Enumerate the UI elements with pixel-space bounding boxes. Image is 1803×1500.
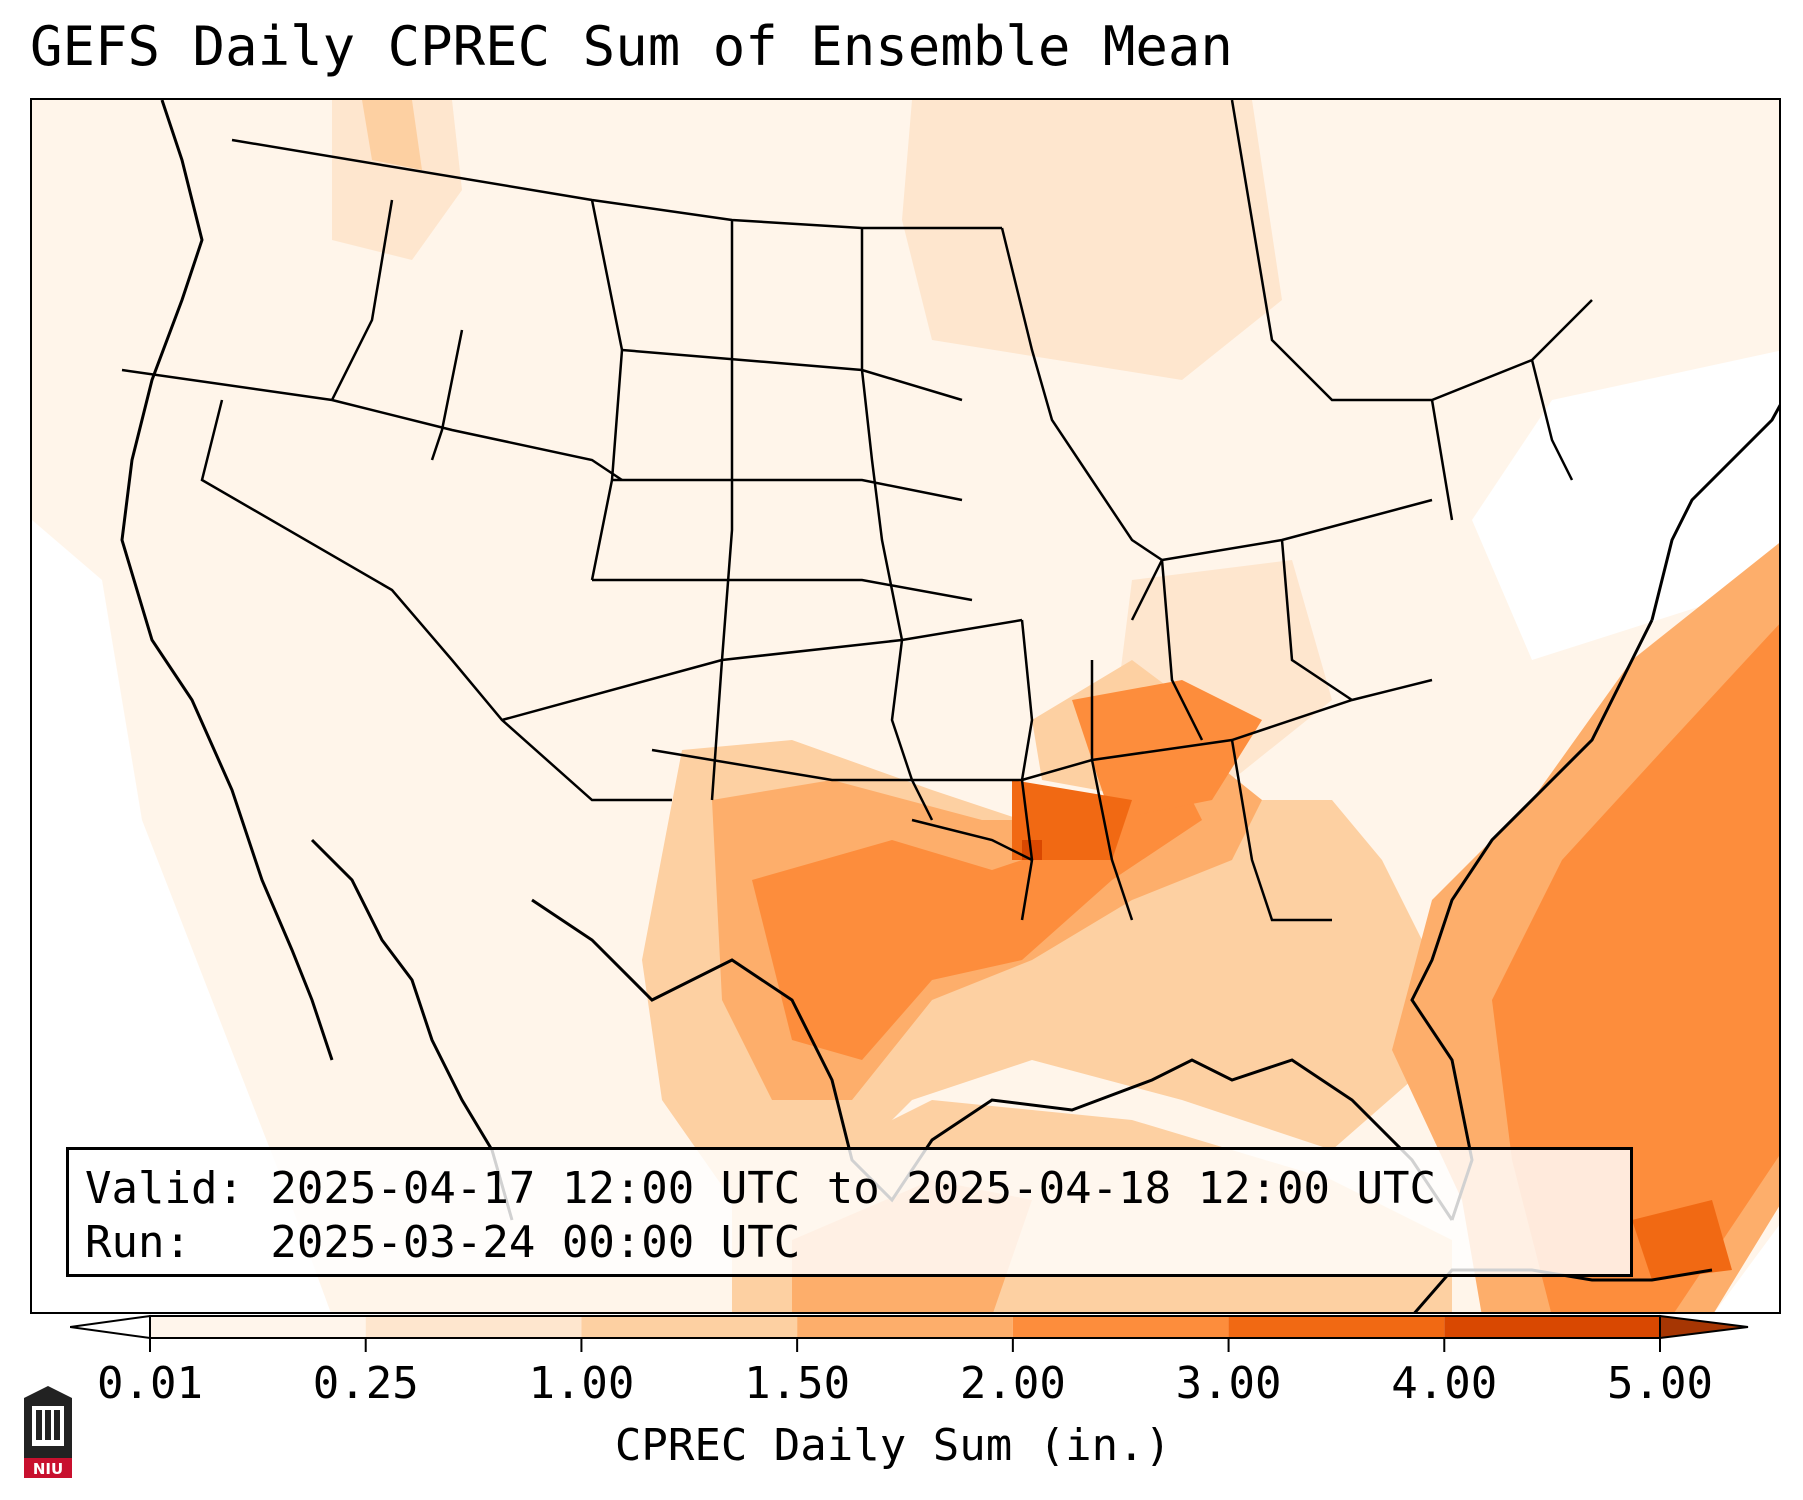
run-time-text: Run: 2025-03-24 00:00 UTC xyxy=(85,1217,801,1268)
colorbar-segment xyxy=(1444,1316,1660,1338)
colorbar-segment xyxy=(797,1316,1013,1338)
colorbar-segment xyxy=(1228,1316,1445,1338)
colorbar-segment xyxy=(150,1316,366,1338)
colorbar xyxy=(70,1314,1749,1352)
colorbar-tick-label: 3.00 xyxy=(1175,1358,1282,1409)
colorbar-tick-label: 0.01 xyxy=(97,1358,203,1409)
logo-text: NIU xyxy=(33,1460,63,1478)
colorbar-segments xyxy=(70,1314,1749,1340)
colorbar-label: CPREC Daily Sum (in.) xyxy=(614,1420,1172,1471)
colorbar-tick-label: 1.00 xyxy=(528,1358,635,1409)
map-canvas xyxy=(32,100,1779,1312)
state-borders xyxy=(121,100,1593,922)
map-title: GEFS Daily CPREC Sum of Ensemble Mean xyxy=(30,15,1233,78)
colorbar-segment xyxy=(1012,1316,1229,1338)
colorbar-tick-label: 2.00 xyxy=(959,1358,1066,1409)
coastlines xyxy=(120,100,1779,1312)
info-box: Valid: 2025-04-17 12:00 UTC to 2025-04-1… xyxy=(66,1147,1633,1277)
colorbar-tick-label: 1.50 xyxy=(744,1358,851,1409)
colorbar-outline xyxy=(149,1315,1661,1339)
colorbar-ticks xyxy=(149,1338,1661,1352)
colorbar-min-extension xyxy=(70,1314,151,1340)
colorbar-tick-label: 0.25 xyxy=(312,1358,419,1409)
colorbar-max-extension xyxy=(1659,1314,1749,1340)
colorbar-segment xyxy=(365,1316,582,1338)
colorbar-tick-label: 5.00 xyxy=(1607,1358,1713,1409)
valid-time-text: Valid: 2025-04-17 12:00 UTC to 2025-04-1… xyxy=(85,1163,1437,1214)
niu-logo: NIU xyxy=(24,1386,72,1478)
colorbar-tick-label: 4.00 xyxy=(1391,1358,1498,1409)
colorbar-segment xyxy=(581,1316,798,1338)
precipitation-map xyxy=(30,98,1781,1314)
